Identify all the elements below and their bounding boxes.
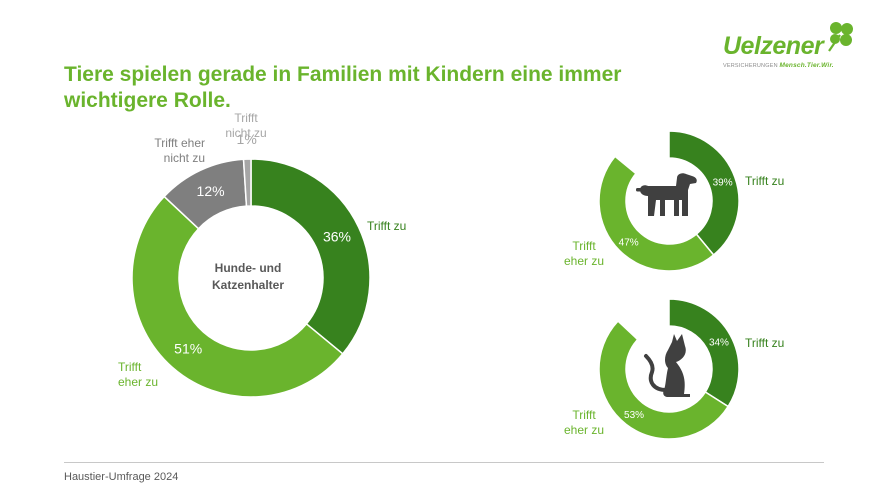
legend-label: Trifft eher zu <box>118 360 158 389</box>
donut-chart-cat: 34% Trifft zu 53% Trifft eher zu <box>564 298 784 440</box>
cat-icon <box>644 334 690 397</box>
donut-chart-main: 36% Trifft zu 51% Trifft eher zu 12% Trifft eh… <box>118 111 406 398</box>
footer-source: Haustier-Umfrage 2024 <box>64 471 179 483</box>
legend-label: Trifft eher nicht zu <box>154 136 205 165</box>
data-label: 39% <box>713 178 733 189</box>
donut-slice <box>242 158 252 207</box>
data-label: 36% <box>323 229 351 245</box>
data-label: 51% <box>174 340 202 356</box>
data-label: 34% <box>709 338 729 349</box>
dog-icon <box>636 173 697 216</box>
donut-slice <box>668 130 740 256</box>
legend-label: Trifft eher zu <box>564 239 604 268</box>
logo-wordmark: Uelzener <box>723 32 824 60</box>
legend-label: Trifft zu <box>745 336 784 350</box>
donut-slice <box>598 320 730 440</box>
legend-label: Trifft eher zu <box>564 408 604 437</box>
data-label: 12% <box>197 183 225 199</box>
legend-label: Trifft zu <box>745 174 784 188</box>
legend-label: Trifft zu <box>367 219 406 233</box>
donut-center-label: Hunde- und Katzenhalter <box>212 261 284 292</box>
data-label: 53% <box>624 410 644 421</box>
donut-slice <box>250 158 371 355</box>
donut-slice <box>131 195 344 398</box>
brand-logo: Uelzener VERSICHERUNGEN Mensch.Tier.Wir. <box>721 18 861 74</box>
logo-tagline: VERSICHERUNGEN Mensch.Tier.Wir. <box>723 62 834 69</box>
donut-chart-dog: 39% Trifft zu 47% Trifft eher zu <box>564 130 784 272</box>
page-title: Tiere spielen gerade in Familien mit Kin… <box>64 63 622 112</box>
data-label: 47% <box>619 237 639 248</box>
logo-tagline-prefix: VERSICHERUNGEN <box>723 63 778 69</box>
donut-slice <box>598 155 715 272</box>
legend-label: Trifft nicht zu <box>225 111 266 140</box>
logo-tagline-slogan: Mensch.Tier.Wir. <box>779 62 834 69</box>
clover-icon <box>828 22 853 52</box>
donut-slice <box>668 298 740 408</box>
data-label: 1% <box>237 131 257 147</box>
footer-divider <box>64 462 824 463</box>
